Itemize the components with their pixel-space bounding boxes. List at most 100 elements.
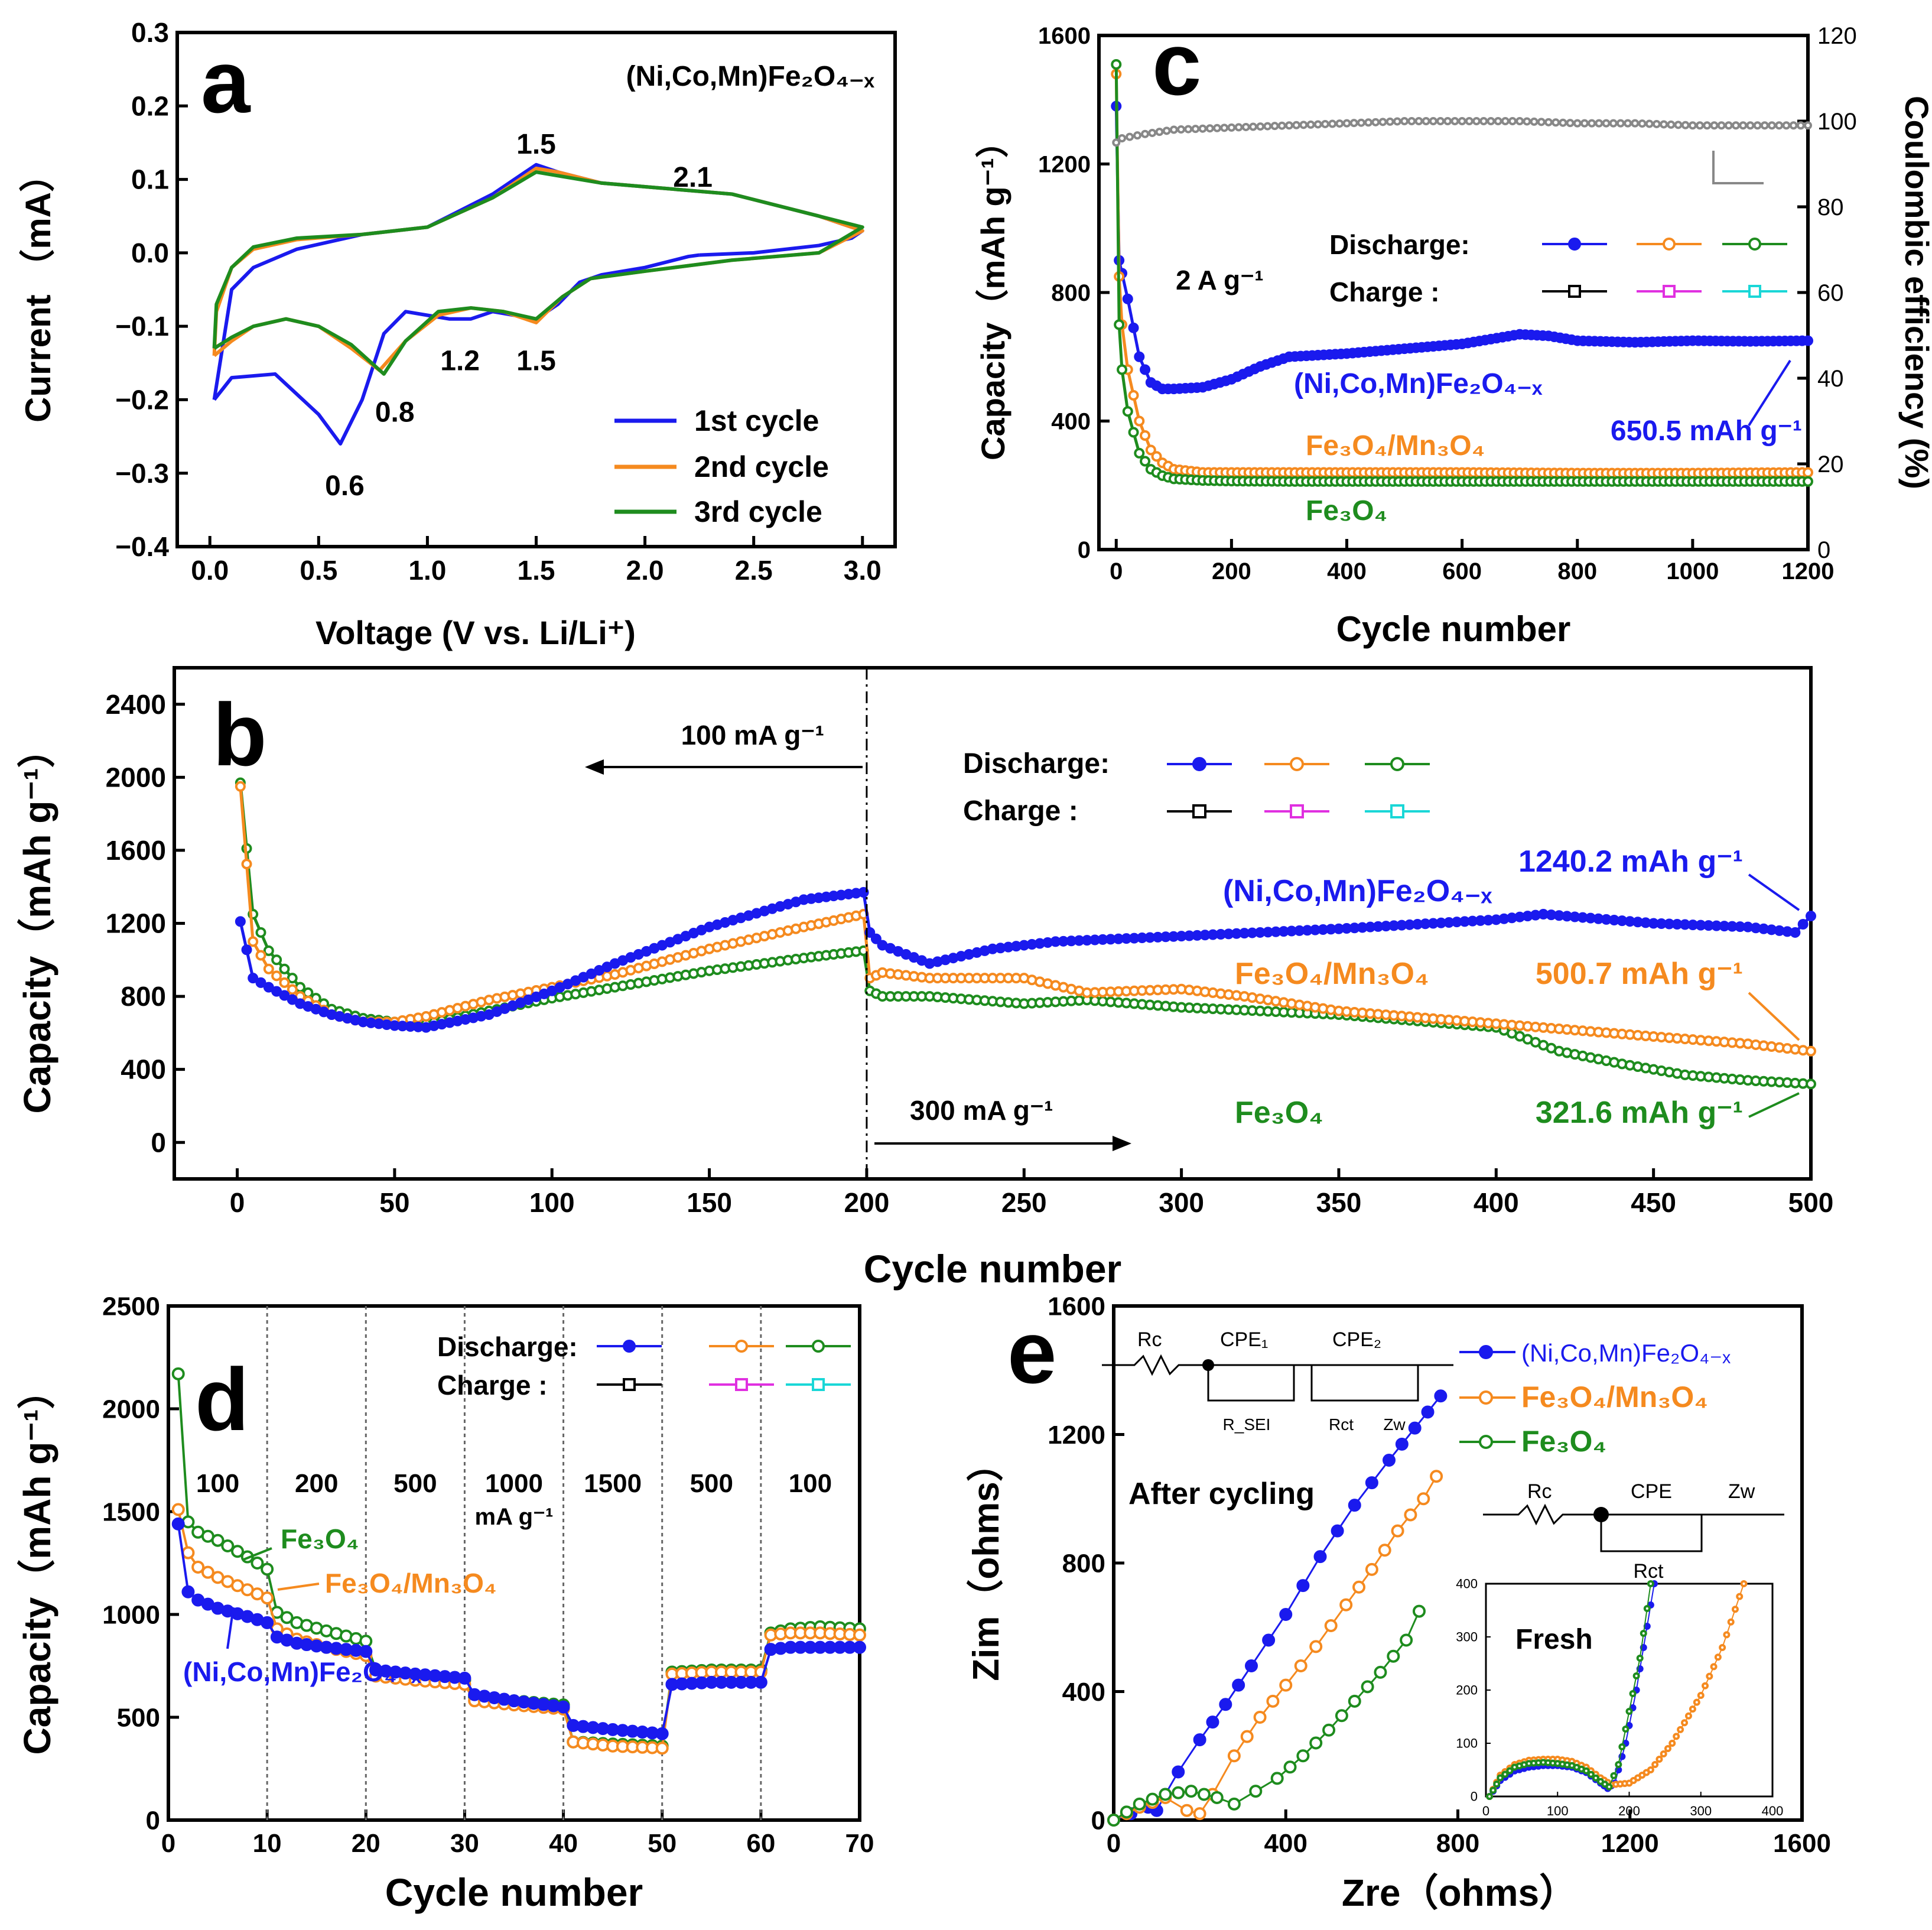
data-point bbox=[1371, 118, 1380, 126]
data-point bbox=[1643, 1623, 1651, 1630]
data-point bbox=[1383, 1454, 1396, 1467]
data-point bbox=[1688, 121, 1697, 130]
data-point bbox=[1803, 476, 1813, 487]
data-point bbox=[1429, 117, 1437, 125]
data-point bbox=[1714, 1653, 1722, 1661]
data-point bbox=[1506, 1767, 1514, 1775]
y-tick-label: 1600 bbox=[106, 835, 166, 866]
data-point bbox=[1133, 1797, 1146, 1811]
data-point bbox=[1263, 122, 1272, 131]
data-point bbox=[1331, 1524, 1344, 1538]
value-label-fe: 321.6 mAh g⁻¹ bbox=[1536, 1096, 1743, 1130]
data-point bbox=[1592, 1774, 1599, 1782]
data-point bbox=[1294, 1659, 1307, 1672]
data-point bbox=[1126, 132, 1134, 141]
axis-pointer bbox=[1712, 151, 1764, 184]
x-tick-label: 200 bbox=[1212, 558, 1251, 584]
data-point bbox=[1169, 125, 1178, 134]
data-point bbox=[1580, 119, 1589, 128]
data-point bbox=[1262, 1633, 1276, 1647]
data-point bbox=[1248, 122, 1257, 131]
x-tick-label: 100 bbox=[529, 1187, 575, 1218]
legend-label: 3rd cycle bbox=[694, 495, 822, 528]
data-point bbox=[1616, 119, 1625, 128]
data-point bbox=[1710, 1663, 1718, 1671]
data-point bbox=[1361, 1680, 1374, 1694]
data-point bbox=[1306, 120, 1315, 129]
y-tick-label: −0.4 bbox=[115, 531, 169, 562]
x-tick-label: 1.5 bbox=[518, 555, 555, 586]
arrowhead bbox=[585, 759, 604, 775]
x-tick-label: 200 bbox=[844, 1187, 890, 1218]
data-point bbox=[1111, 59, 1122, 70]
data-point bbox=[287, 973, 298, 984]
legend-marker bbox=[1748, 285, 1761, 298]
data-point bbox=[359, 1635, 373, 1648]
legend-marker bbox=[1192, 804, 1206, 818]
data-point bbox=[1702, 1682, 1709, 1689]
y-tick-label: 0 bbox=[1078, 537, 1091, 563]
y-tick-label: 0 bbox=[1471, 1789, 1478, 1804]
data-point bbox=[1395, 1437, 1409, 1451]
label-arrow bbox=[242, 1547, 272, 1561]
data-point bbox=[1664, 1745, 1671, 1752]
x-tick-label: 400 bbox=[1762, 1804, 1784, 1818]
y2-axis-title-c: Coulombic efficiency (%) bbox=[1898, 96, 1932, 489]
legend-charge: Charge : bbox=[437, 1370, 548, 1401]
x-tick-label: 800 bbox=[1557, 558, 1597, 584]
data-point bbox=[1112, 138, 1121, 147]
data-point bbox=[263, 982, 274, 993]
data-point bbox=[280, 1611, 294, 1624]
x-tick-label: 1.0 bbox=[408, 555, 446, 586]
data-point bbox=[1348, 1694, 1361, 1708]
data-point bbox=[1299, 121, 1308, 129]
data-point bbox=[263, 945, 274, 956]
data-point bbox=[1107, 1814, 1120, 1827]
data-point bbox=[1342, 119, 1351, 128]
data-point bbox=[1760, 121, 1769, 130]
data-point bbox=[287, 984, 298, 995]
data-point bbox=[1374, 1665, 1387, 1679]
rate-label-right: 300 mA g⁻¹ bbox=[910, 1095, 1053, 1126]
data-point bbox=[1256, 122, 1265, 131]
data-point bbox=[1501, 1770, 1509, 1778]
data-point bbox=[1647, 1580, 1654, 1587]
x-tick-label: 1600 bbox=[1773, 1829, 1831, 1858]
data-point bbox=[271, 954, 282, 966]
data-point bbox=[1134, 447, 1145, 459]
legend-label: Fe₃O₄/Mn₃O₄ bbox=[1521, 1380, 1708, 1414]
y2-tick-label: 100 bbox=[1817, 109, 1857, 135]
legend-marker bbox=[1390, 757, 1404, 771]
data-point bbox=[1335, 119, 1344, 128]
panel-title-a: (Ni,Co,Mn)Fe₂O₄₋ₓ bbox=[626, 61, 875, 92]
data-point bbox=[1605, 1783, 1613, 1791]
data-point bbox=[1393, 117, 1401, 126]
data-point bbox=[1227, 123, 1236, 132]
value-arrow bbox=[1748, 359, 1791, 427]
x-tick-label: 0.5 bbox=[300, 555, 337, 586]
circuit-label: Rc bbox=[1527, 1480, 1552, 1503]
series-label-ncm: (Ni,Co,Mn)Fe₂O₄₋ₓ bbox=[183, 1656, 421, 1687]
rate-label-left: 100 mA g⁻¹ bbox=[681, 720, 824, 750]
data-point bbox=[1739, 121, 1748, 130]
y2-tick-label: 40 bbox=[1817, 366, 1844, 392]
y-tick-label: 400 bbox=[1062, 1678, 1105, 1707]
legend-marker bbox=[1192, 757, 1206, 771]
data-point bbox=[1645, 119, 1654, 128]
data-point bbox=[1559, 118, 1567, 127]
legend-marker bbox=[623, 1340, 636, 1353]
data-point bbox=[1172, 1786, 1185, 1799]
data-point bbox=[1241, 122, 1250, 131]
data-point bbox=[1128, 322, 1139, 333]
rate-label: 1000 bbox=[485, 1469, 543, 1498]
x-tick-label: 100 bbox=[1547, 1804, 1569, 1818]
data-point bbox=[1328, 119, 1337, 128]
data-point bbox=[241, 859, 252, 870]
data-point bbox=[1324, 1619, 1338, 1633]
data-point bbox=[1140, 364, 1151, 375]
data-point bbox=[1486, 1793, 1494, 1800]
data-point bbox=[1472, 117, 1481, 125]
y-axis-title-a: Current （mA） bbox=[18, 157, 58, 423]
panel-letter-d: d bbox=[195, 1350, 249, 1449]
data-point bbox=[1523, 117, 1531, 126]
